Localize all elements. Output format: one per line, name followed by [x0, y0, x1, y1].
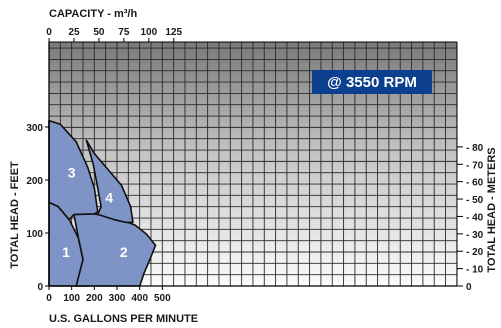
top-tick-label: 125: [165, 27, 182, 38]
y-axis-title: TOTAL HEAD - FEET: [9, 161, 21, 269]
pump-region-label-4: 4: [105, 189, 113, 205]
x-tick-label: 200: [86, 293, 103, 304]
top-tick-label: 75: [118, 27, 130, 38]
top-axis-ticks: 0 25 50 75 100 125: [46, 27, 183, 42]
right-tick-label: - 70: [466, 160, 484, 171]
grid-lines: [48, 42, 458, 287]
right-tick-label: - 40: [466, 212, 484, 223]
right-tick-label: - 80: [466, 143, 484, 154]
top-tick-label: 25: [68, 27, 80, 38]
y-tick-label: 200: [26, 176, 43, 187]
right-tick-label: - 60: [466, 178, 484, 189]
top-tick-label: 0: [46, 27, 52, 38]
pump-region-label-2: 2: [120, 244, 128, 260]
pump-region-3: [48, 119, 99, 221]
pump-region-label-1: 1: [62, 244, 70, 260]
x-tick-label: 100: [63, 293, 80, 304]
x-tick-label: 300: [109, 293, 126, 304]
y-tick-label: 300: [26, 123, 43, 134]
top-tick-label: 50: [93, 27, 105, 38]
y-tick-label: 100: [26, 229, 43, 240]
y-axis-ticks: 0 100 200 300: [26, 123, 49, 293]
rpm-badge: [312, 70, 432, 94]
pump-region-2: [73, 213, 157, 287]
y-tick-label: 0: [37, 282, 43, 293]
top-axis-title: CAPACITY - m³/h: [49, 8, 137, 20]
x-tick-label: 500: [154, 293, 171, 304]
right-tick-label: 0: [466, 282, 472, 293]
x-axis-ticks: 0 100 200 300 400 500: [46, 286, 171, 304]
right-tick-label: - 50: [466, 195, 484, 206]
right-tick-label: - 20: [466, 247, 484, 258]
right-axis-title: TOTAL HEAD - METERS: [486, 147, 498, 272]
region-labels: 1 2 3 4: [62, 164, 128, 260]
right-axis-ticks: 0 - 10 - 20 - 30 - 40 - 50 - 60 - 70 - 80: [457, 143, 484, 293]
pump-region-label-3: 3: [68, 164, 76, 180]
top-tick-label: 100: [140, 27, 157, 38]
x-axis-title: U.S. GALLONS PER MINUTE: [49, 313, 198, 325]
right-tick-label: - 10: [466, 265, 484, 276]
pump-regions: [48, 119, 157, 287]
right-tick-label: - 30: [466, 230, 484, 241]
rpm-badge-text: @ 3550 RPM: [327, 74, 417, 91]
x-tick-label: 400: [131, 293, 148, 304]
x-tick-label: 0: [46, 293, 52, 304]
pump-region-4: [85, 139, 134, 224]
